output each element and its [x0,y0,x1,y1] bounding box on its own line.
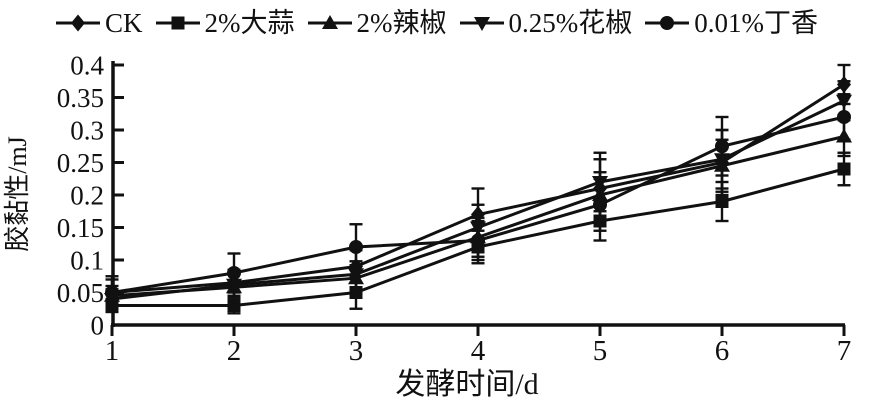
diamond-marker [471,206,485,223]
legend-label: 0.01%丁香 [694,8,818,38]
triangle-down-marker [226,278,242,293]
legend-triangle-up-marker [321,15,338,29]
markers-0.25%花椒 [104,94,852,307]
legend-item-3: 0.25%花椒 [459,6,633,40]
legend-item-2: 2%辣椒 [307,6,447,40]
y-tick-label-2: 0.1 [70,246,104,276]
x-tick-label-2: 3 [349,335,364,367]
x-tick-label-6: 7 [837,335,852,367]
x-tick-label-5: 6 [715,335,730,367]
x-axis-title: 发酵时间/d [395,368,538,401]
square-marker [593,214,607,228]
diamond-marker [837,76,851,93]
legend: CK 2%大蒜 2%辣椒 0.25%花椒 0.01%丁香 [0,6,874,40]
circle-marker [349,240,363,254]
errorbars-CK [105,63,851,307]
legend-triangle-down-icon [459,17,504,31]
square-marker [349,286,363,299]
triangle-up-marker [836,128,852,143]
legend-diamond-icon [55,14,100,32]
triangle-down-marker [836,94,852,109]
legend-item-4: 0.01%丁香 [645,6,818,40]
circle-marker [837,110,851,124]
markers-0.01%丁香 [104,110,851,300]
legend-diamond-marker [70,14,85,32]
legend-triangle-down-marker [473,17,490,31]
y-tick-label-6: 0.3 [70,116,104,146]
triangle-up-marker [592,187,608,201]
triangle-down-marker [348,268,364,283]
circle-marker [715,139,729,154]
x-tick-label-0: 1 [105,335,120,367]
y-tick-label-0: 0 [91,311,105,341]
y-axis-title: 胶黏性/mJ [3,136,32,252]
legend-square-icon [155,16,200,30]
circle-marker [593,197,607,212]
legend-item-1: 2%大蒜 [155,6,295,40]
triangle-down-marker [470,221,486,236]
series-markers [104,76,852,312]
circle-marker [104,285,119,300]
y-tick-label-5: 0.25 [57,148,104,178]
y-tick-label-8: 0.4 [70,51,104,81]
legend-label: CK [104,8,143,38]
square-marker [715,195,729,208]
triangle-down-marker [592,176,608,190]
legend-label: 2%辣椒 [356,8,447,38]
legend-label: 2%大蒜 [204,8,295,38]
circle-marker [227,266,241,280]
legend-label: 0.25%花椒 [508,8,633,38]
x-tick-label-3: 4 [471,335,486,367]
y-tick-label-3: 0.15 [57,213,104,243]
x-tick-label-1: 2 [227,335,242,367]
markers-2%大蒜 [105,162,851,312]
legend-item-0: CK [55,6,143,40]
legend-triangle-up-icon [307,15,352,29]
y-tick-label-7: 0.35 [57,83,104,113]
circle-marker [471,233,486,248]
x-tick-label-4: 5 [593,335,608,367]
legend-circle-icon [645,16,690,30]
square-marker [837,162,851,176]
tick-labels: 00.050.10.150.20.250.30.350.4 1 2 3 4 5 6 7 [57,51,852,368]
legend-square-marker [171,16,184,30]
triangle-down-marker [714,153,730,168]
legend-circle-marker [660,16,675,30]
y-tick-label-4: 0.2 [70,181,104,211]
y-tick-label-1: 0.05 [57,278,104,308]
square-marker [227,299,241,312]
